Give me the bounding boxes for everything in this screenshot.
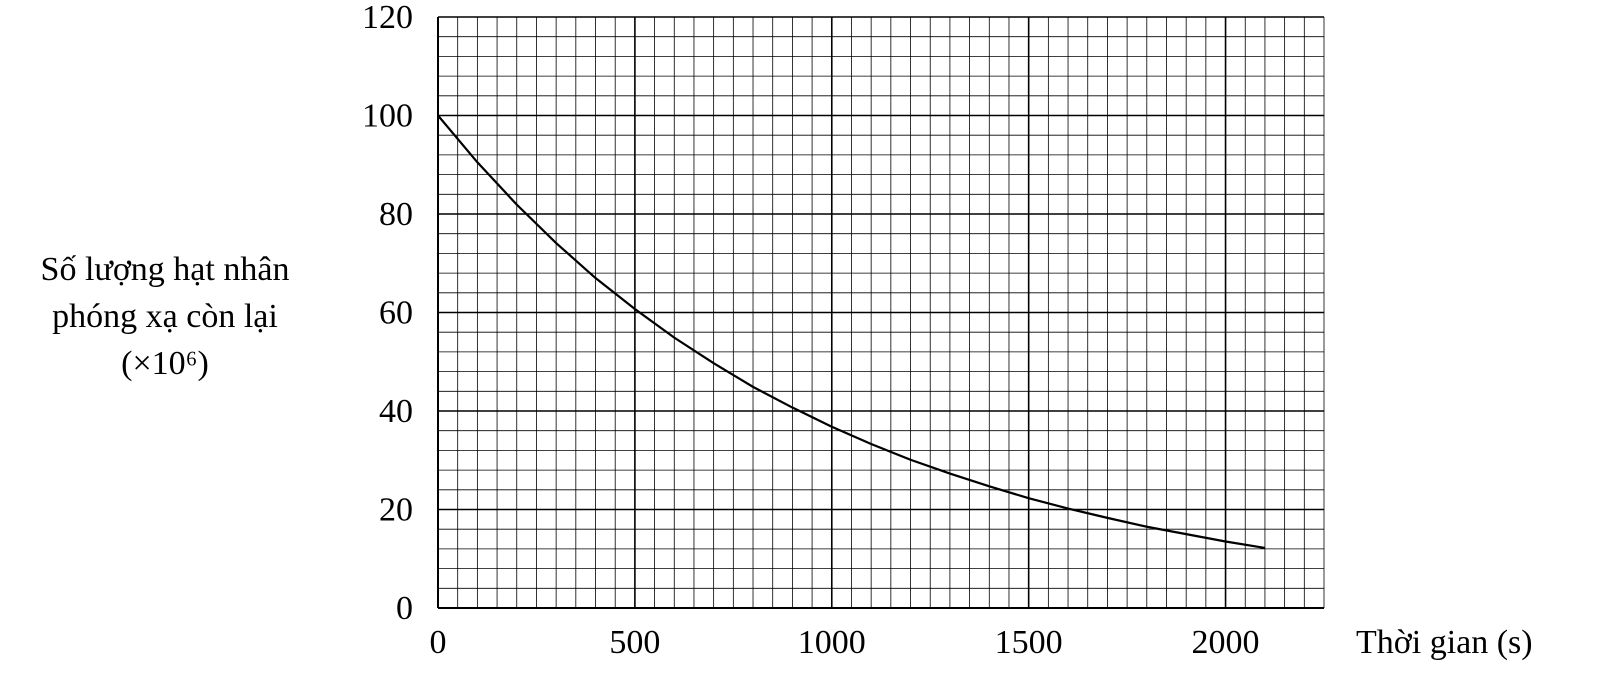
x-tick-label: 500 (609, 624, 660, 661)
x-tick-label: 1000 (798, 624, 866, 661)
series (437, 114, 1266, 549)
y-tick-label: 60 (379, 295, 413, 332)
x-tick-label: 2000 (1192, 624, 1260, 661)
x-axis-label: Thời gian (s) (1356, 624, 1533, 661)
decay-curve (437, 114, 1266, 549)
y-tick-label: 0 (396, 590, 413, 627)
x-tick-labels: 0 500 1000 1500 2000 (430, 624, 1260, 661)
y-tick-label: 40 (379, 393, 413, 430)
y-tick-label: 120 (362, 0, 413, 36)
y-tick-label: 80 (379, 196, 413, 233)
y-axis-label-line-3: (×10⁶) (121, 345, 209, 382)
y-axis-label-line-2: phóng xạ còn lại (52, 298, 278, 335)
major-grid (437, 16, 1324, 609)
y-tick-labels: 0 20 40 60 80 100 120 (362, 0, 413, 627)
y-tick-label: 20 (379, 492, 413, 529)
y-tick-label: 100 (362, 98, 413, 135)
x-tick-label: 1500 (995, 624, 1063, 661)
x-tick-label: 0 (430, 624, 447, 661)
y-axis-label-line-1: Số lượng hạt nhân (40, 251, 290, 288)
